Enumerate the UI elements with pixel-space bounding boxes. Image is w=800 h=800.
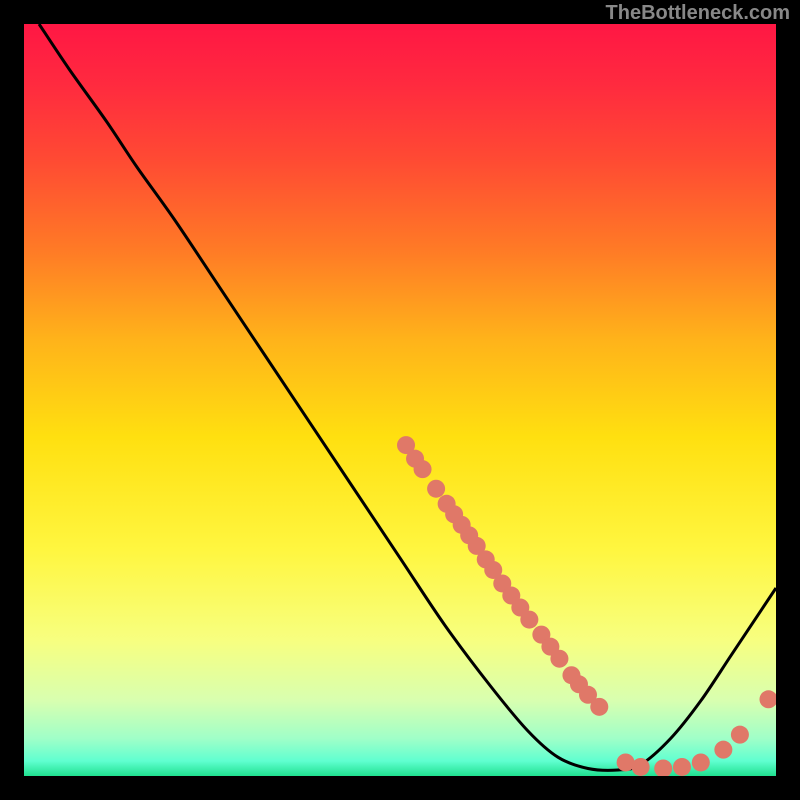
marker-point <box>427 480 445 498</box>
chart-container: TheBottleneck.com <box>0 0 800 800</box>
marker-point <box>590 698 608 716</box>
marker-point <box>692 753 710 771</box>
marker-point <box>520 611 538 629</box>
marker-point <box>414 460 432 478</box>
marker-point <box>673 758 691 776</box>
marker-point <box>632 758 650 776</box>
gradient-background <box>24 24 776 776</box>
chart-svg <box>24 24 776 776</box>
marker-point <box>731 726 749 744</box>
marker-point <box>714 741 732 759</box>
marker-point <box>550 650 568 668</box>
plot-area <box>24 24 776 776</box>
watermark-text: TheBottleneck.com <box>606 2 790 25</box>
